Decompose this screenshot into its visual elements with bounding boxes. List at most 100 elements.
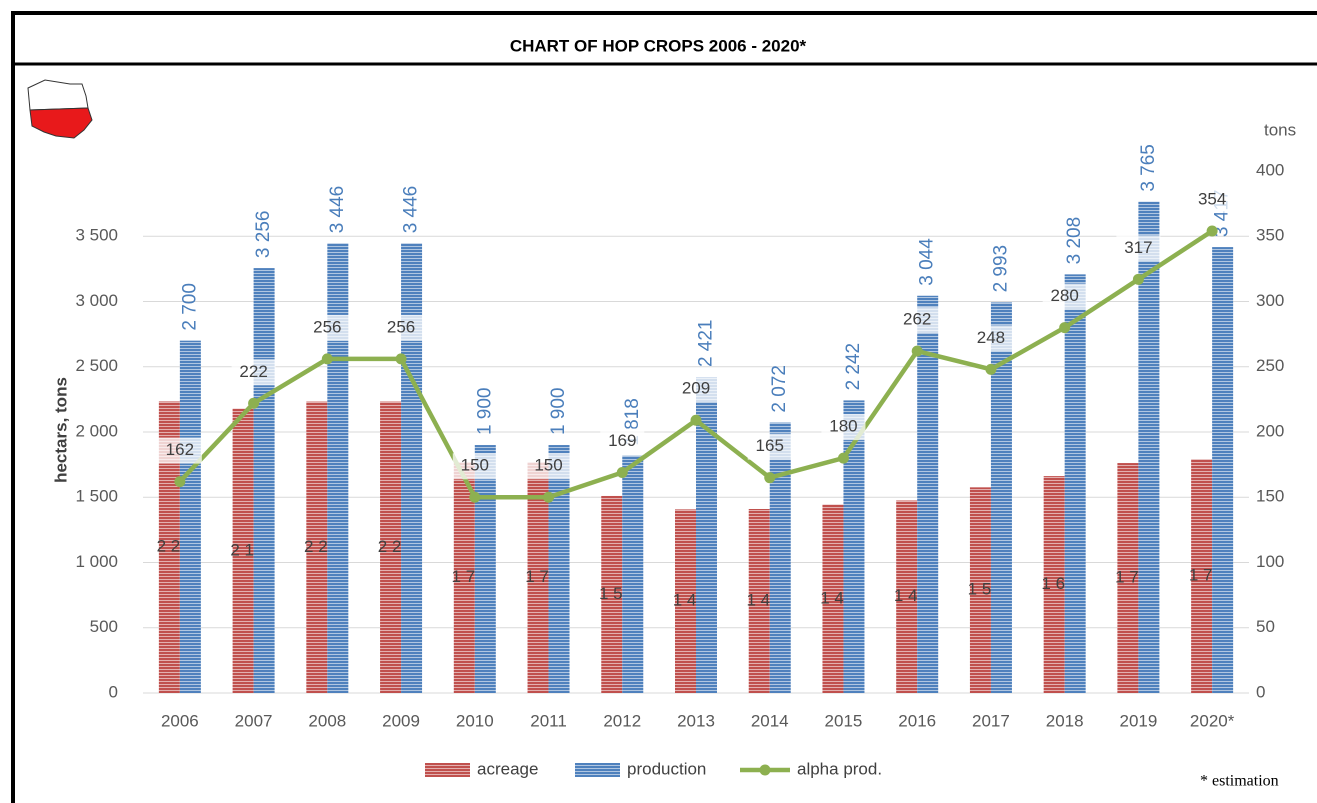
x-tick-label: 2019 (1119, 711, 1157, 730)
line-value-label: 262 (903, 310, 931, 329)
bar (843, 400, 865, 693)
x-tick-label: 2010 (456, 711, 494, 730)
y-tick-label: 1 000 (75, 552, 118, 571)
x-tick-label: 2014 (751, 711, 789, 730)
bar (696, 377, 717, 693)
line-point (616, 466, 628, 478)
y-tick-label: 500 (90, 617, 118, 636)
bar-value-label: 2 421 (696, 320, 717, 368)
y-tick-label: 0 (109, 682, 118, 701)
bar (769, 422, 791, 693)
bar-value-label: 2 700 (179, 283, 200, 331)
bar (822, 504, 844, 693)
bar (306, 401, 328, 693)
x-tick-label: 2008 (308, 711, 346, 730)
chart-title: CHART OF HOP CROPS 2006 - 2020* (510, 36, 807, 55)
legend-swatch (575, 763, 620, 777)
bar (453, 462, 475, 693)
label-box (157, 437, 202, 464)
label-box (1190, 187, 1235, 214)
label-box (600, 428, 645, 455)
line-point (395, 353, 407, 365)
x-tick-label: 2015 (825, 711, 863, 730)
line-value-label: 256 (313, 317, 341, 336)
bar (179, 340, 201, 693)
y2-tick-label: 300 (1256, 291, 1284, 310)
bar (1064, 274, 1086, 693)
legend-label: acreage (477, 759, 538, 778)
bar (548, 445, 570, 693)
line-point (469, 491, 481, 503)
line-point (985, 363, 997, 375)
label-box (305, 314, 350, 341)
label-box (1042, 283, 1087, 310)
x-tick-label: 2018 (1046, 711, 1084, 730)
legend-swatch-dot (759, 764, 771, 776)
line-value-label: 317 (1124, 238, 1152, 257)
label-box (821, 414, 866, 441)
legend-label: production (627, 759, 706, 778)
bar (1212, 247, 1234, 694)
bar-value-label: 3 044 (917, 238, 938, 286)
x-tick-label: 2016 (898, 711, 936, 730)
x-tick-label: 2012 (603, 711, 641, 730)
line-value-label: 150 (534, 456, 562, 475)
x-tick-label: 2006 (161, 711, 199, 730)
y2-tick-label: 150 (1256, 487, 1284, 506)
bar (601, 495, 623, 693)
x-tick-label: 2011 (530, 711, 567, 730)
bar-value-label: 3 765 (1138, 144, 1159, 192)
line-value-label: 150 (461, 456, 489, 475)
line-point (248, 397, 260, 409)
line-point (1132, 273, 1144, 285)
x-tick-label: 2009 (382, 711, 420, 730)
line-point (1059, 322, 1071, 334)
bar-value-label: 2 242 (843, 343, 864, 391)
bar-value-label: 2 072 (769, 365, 790, 413)
label-box (674, 376, 718, 403)
bar-value-label: 1 900 (474, 388, 495, 436)
bar (1191, 459, 1213, 693)
legend-swatch (425, 763, 470, 777)
label-box (231, 359, 276, 386)
line-value-label: 162 (166, 440, 194, 459)
y-axis-label: hectars, tons (51, 377, 70, 483)
y2-tick-label: 100 (1256, 552, 1284, 571)
bar (158, 401, 180, 693)
line-point (911, 345, 923, 357)
line-point (837, 452, 849, 464)
bar-value-label: 3 446 (327, 186, 348, 234)
line-point (543, 491, 555, 503)
y2-tick-label: 200 (1256, 421, 1284, 440)
line-point (1206, 225, 1218, 237)
label-box (747, 433, 792, 460)
legend-label: alpha prod. (797, 759, 882, 778)
x-tick-label: 2007 (235, 711, 273, 730)
y-tick-label: 3 500 (75, 226, 118, 245)
label-box (968, 325, 1013, 352)
line-value-label: 209 (682, 379, 710, 398)
bar (327, 243, 349, 693)
bar (1138, 201, 1160, 694)
line-value-label: 256 (387, 317, 415, 336)
bar (232, 408, 254, 693)
line-point (321, 353, 333, 365)
bar (748, 508, 770, 693)
bar (917, 295, 939, 693)
bar (401, 243, 423, 693)
annotation: * estimation (1200, 773, 1279, 790)
label-box (379, 314, 424, 341)
bar (1117, 463, 1139, 693)
label-box (895, 307, 940, 334)
line-value-label: 222 (239, 362, 267, 381)
x-tick-label: 2013 (677, 711, 715, 730)
frame (11, 11, 1317, 803)
bar (675, 509, 696, 693)
y-tick-label: 2 500 (75, 356, 118, 375)
bar-value-label: 3 208 (1064, 217, 1085, 265)
bar-value-label: 3 446 (401, 186, 422, 234)
x-tick-label: 2017 (972, 711, 1010, 730)
y2-tick-label: 50 (1256, 617, 1275, 636)
y2-tick-label: 350 (1256, 226, 1284, 245)
